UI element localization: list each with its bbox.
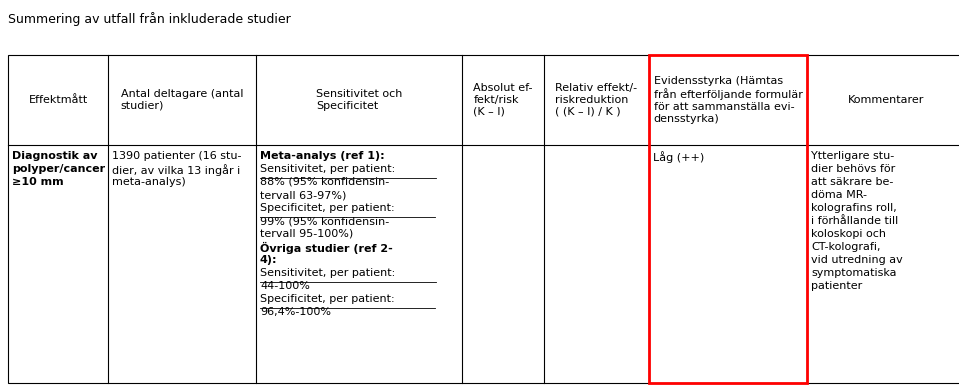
Text: vid utredning av: vid utredning av — [811, 255, 902, 265]
Bar — [8, 55, 959, 383]
Text: Diagnostik av: Diagnostik av — [12, 151, 98, 161]
Text: i förhållande till: i förhållande till — [811, 216, 899, 226]
Text: Låg (++): Låg (++) — [653, 151, 704, 163]
Text: Evidensstyrka (Hämtas
från efterföljande formulär
för att sammanställa evi-
dens: Evidensstyrka (Hämtas från efterföljande… — [654, 76, 803, 123]
Text: Relativ effekt/-
riskreduktion
( (K – I) / K ): Relativ effekt/- riskreduktion ( (K – I)… — [555, 83, 638, 117]
Text: Summering av utfall från inkluderade studier: Summering av utfall från inkluderade stu… — [8, 12, 291, 26]
Text: Övriga studier (ref 2-: Övriga studier (ref 2- — [260, 242, 393, 254]
Text: Meta-analys (ref 1):: Meta-analys (ref 1): — [260, 151, 385, 161]
Text: Effektmått: Effektmått — [29, 95, 87, 105]
Text: dier, av vilka 13 ingår i: dier, av vilka 13 ingår i — [112, 164, 241, 176]
Text: att säkrare be-: att säkrare be- — [811, 177, 894, 187]
Text: 88% (95% konfidensin-: 88% (95% konfidensin- — [260, 177, 389, 187]
Text: Sensitivitet och
Specificitet: Sensitivitet och Specificitet — [316, 89, 402, 111]
Text: CT-kolografi,: CT-kolografi, — [811, 242, 880, 252]
Text: patienter: patienter — [811, 281, 862, 291]
Text: Specificitet, per patient:: Specificitet, per patient: — [260, 203, 394, 213]
Text: kolografins roll,: kolografins roll, — [811, 203, 897, 213]
Text: 99% (95% konfidensin-: 99% (95% konfidensin- — [260, 216, 389, 226]
Bar — [649, 55, 807, 383]
Text: döma MR-: döma MR- — [811, 190, 867, 200]
Text: koloskopi och: koloskopi och — [811, 229, 886, 239]
Text: tervall 95-100%): tervall 95-100%) — [260, 229, 353, 239]
Text: Ytterligare stu-: Ytterligare stu- — [811, 151, 894, 161]
Text: ≥10 mm: ≥10 mm — [12, 177, 63, 187]
Text: Kommentarer: Kommentarer — [848, 95, 924, 105]
Text: 1390 patienter (16 stu-: 1390 patienter (16 stu- — [112, 151, 242, 161]
Text: meta-analys): meta-analys) — [112, 177, 186, 187]
Text: polyper/cancer: polyper/cancer — [12, 164, 105, 174]
Text: Specificitet, per patient:: Specificitet, per patient: — [260, 294, 394, 304]
Text: tervall 63-97%): tervall 63-97%) — [260, 190, 346, 200]
Text: Sensitivitet, per patient:: Sensitivitet, per patient: — [260, 268, 395, 278]
Text: 96,4%-100%: 96,4%-100% — [260, 307, 331, 317]
Text: Antal deltagare (antal
studier): Antal deltagare (antal studier) — [121, 89, 244, 111]
Text: 4):: 4): — [260, 255, 277, 265]
Text: 44-100%: 44-100% — [260, 281, 310, 291]
Text: Absolut ef-
fekt/risk
(K – I): Absolut ef- fekt/risk (K – I) — [473, 83, 533, 117]
Text: symptomatiska: symptomatiska — [811, 268, 897, 278]
Text: dier behövs för: dier behövs för — [811, 164, 896, 174]
Text: Sensitivitet, per patient:: Sensitivitet, per patient: — [260, 164, 395, 174]
